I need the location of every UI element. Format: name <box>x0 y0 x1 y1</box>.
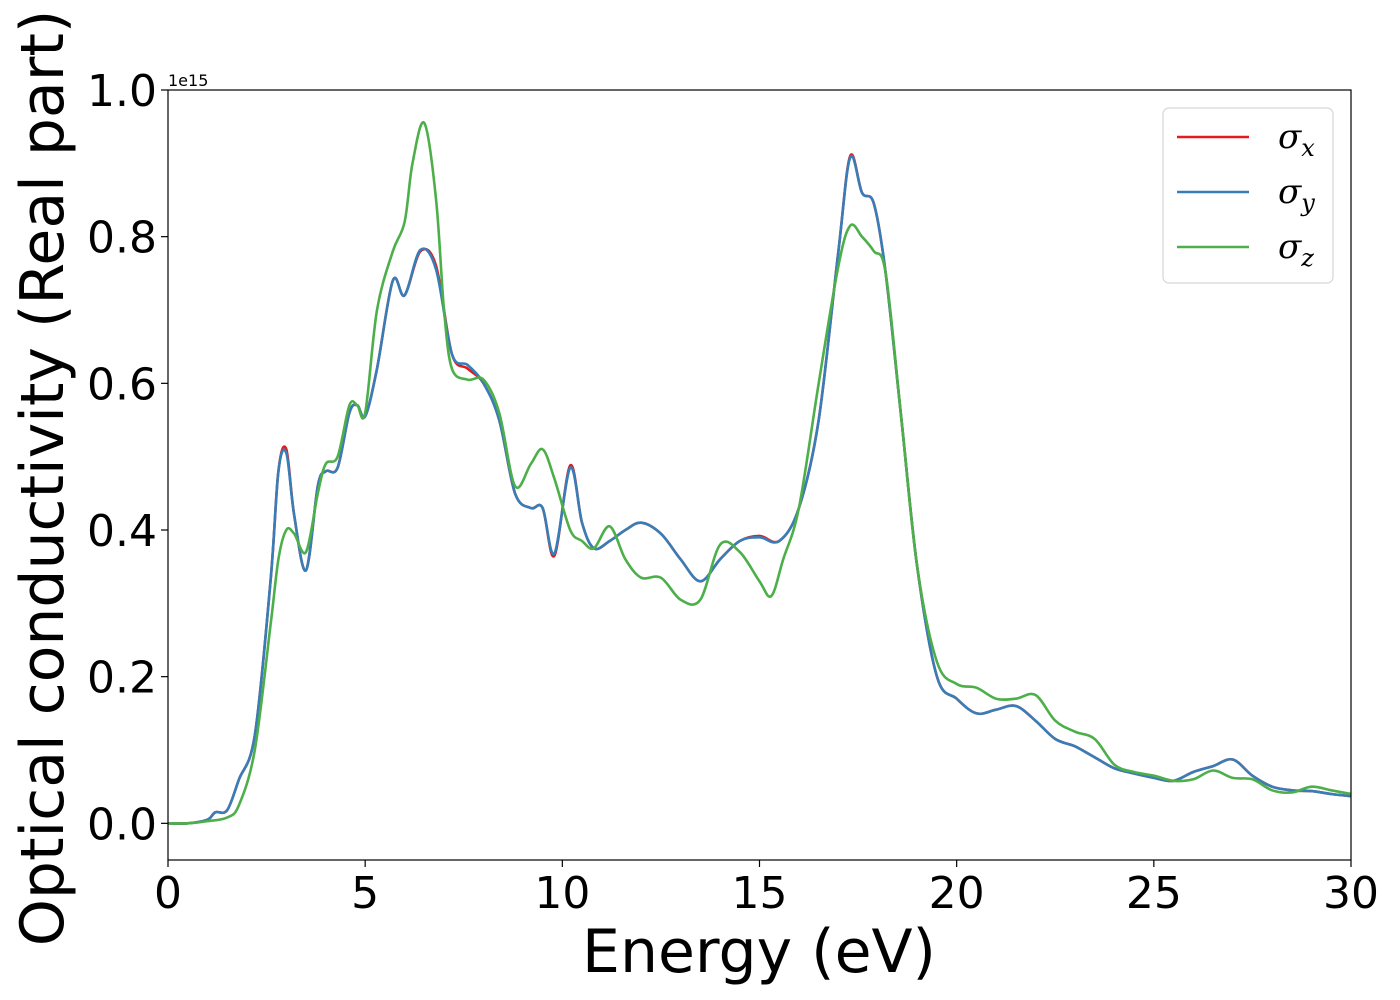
y-axis-ticks: 0.0 0.2 0.4 0.6 0.8 1.0 <box>87 66 168 850</box>
legend-items: σx σy σz <box>1177 117 1315 272</box>
y-axis-label: Optical conductivity (Real part) <box>8 10 78 947</box>
x-tick-label: 20 <box>929 868 985 919</box>
y-tick-label: 0.6 <box>87 359 157 410</box>
x-axis-label: Energy (eV) <box>582 917 936 987</box>
y-tick-label: 0.4 <box>87 506 157 557</box>
x-tick-label: 25 <box>1126 868 1182 919</box>
x-tick-label: 30 <box>1323 868 1379 919</box>
legend-label-z: σz <box>1278 227 1314 272</box>
series-line-y <box>168 154 1351 825</box>
legend: σx σy σz <box>1162 107 1334 284</box>
x-axis-ticks: 0 5 10 15 20 25 30 <box>154 860 1379 919</box>
plot-lines <box>168 121 1351 825</box>
y-offset-label: 1e15 <box>168 71 208 90</box>
x-tick-label: 5 <box>351 868 379 919</box>
legend-label-x: σx <box>1278 117 1315 162</box>
y-tick-label: 0.2 <box>87 653 157 704</box>
legend-box <box>1162 107 1334 284</box>
x-tick-label: 15 <box>732 868 788 919</box>
y-tick-label: 1.0 <box>87 66 157 117</box>
y-tick-label: 0.0 <box>87 799 157 850</box>
legend-label-y: σy <box>1278 172 1315 217</box>
series-line-z <box>168 121 1351 825</box>
y-tick-label: 0.8 <box>87 213 157 264</box>
x-tick-label: 0 <box>154 868 182 919</box>
x-tick-label: 10 <box>534 868 590 919</box>
